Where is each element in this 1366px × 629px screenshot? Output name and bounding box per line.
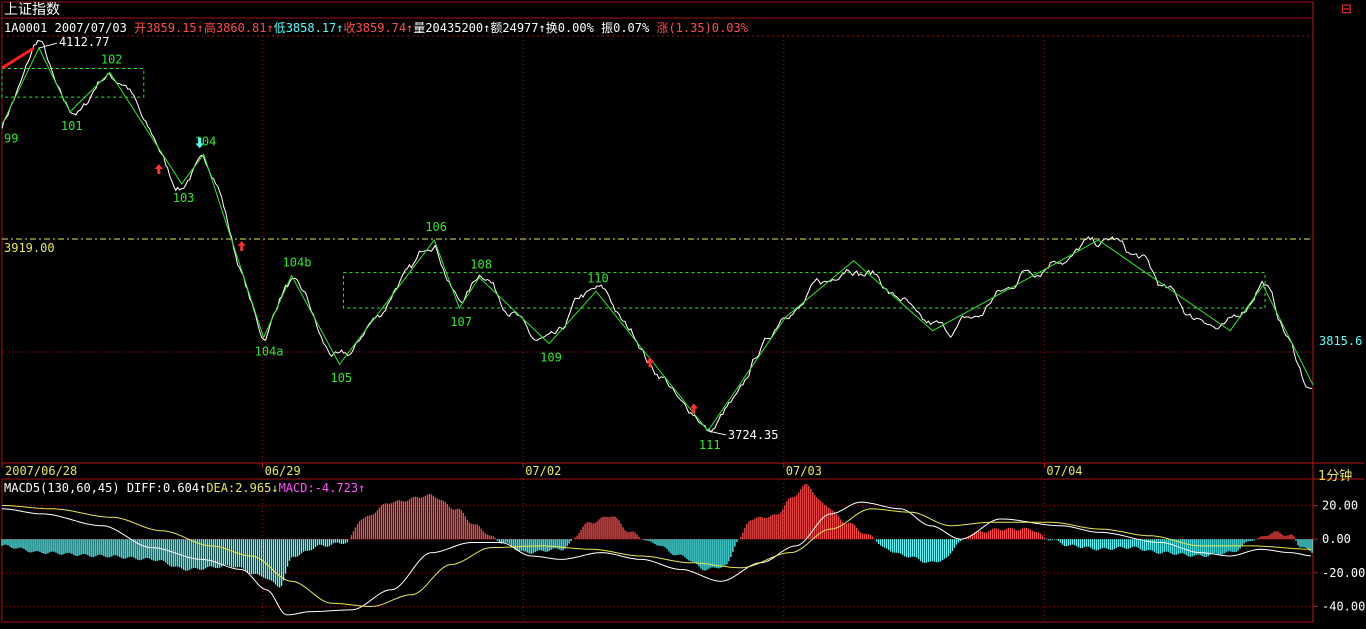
sell-arrow-icon — [195, 137, 204, 149]
index-title: 上证指数 — [4, 2, 60, 18]
buy-arrow-icon — [646, 357, 655, 368]
buy-arrow-icon — [154, 164, 163, 175]
buy-arrow-icon — [237, 240, 246, 251]
extreme-markers: 4112.77 3724.35 — [38, 35, 779, 442]
quote-info-bar: 1A0001 2007/07/03 开3859.15↑高3860.81↑低385… — [4, 21, 748, 35]
extreme-pointer — [38, 42, 58, 49]
wave-label-111: 111 — [699, 438, 721, 452]
up-arrow-icon: ↑ — [196, 21, 204, 35]
macd-panel-border — [1, 478, 1314, 623]
price-line — [1, 39, 1313, 433]
up-arrow-icon: ↑ — [406, 21, 414, 35]
trend-start-marker — [1, 46, 35, 70]
volume: 量20435200 — [413, 21, 484, 35]
wave-label-108: 108 — [470, 258, 492, 272]
price-panel-border — [1, 1, 1314, 464]
time-axis: 2007/06/28 06/29 07/02 07/03 07/04 — [1, 463, 1083, 478]
up-arrow-icon: ↑ — [358, 481, 366, 495]
macd-dea-value: DEA:2.965 — [206, 481, 272, 495]
macd-diff-line — [1, 501, 1312, 616]
up-arrow-icon: ↑ — [483, 21, 491, 35]
amplitude: 振0.07% — [601, 21, 650, 35]
up-arrow-icon: ↑ — [538, 21, 546, 35]
up-arrow-icon: ↑ — [266, 21, 274, 35]
macd-tick-label: -20.00 — [1322, 566, 1365, 580]
open-price: 开3859.15 — [134, 21, 197, 35]
time-tick-label: 2007/06/28 — [5, 464, 77, 478]
signal-arrows — [154, 137, 698, 414]
macd-histogram — [1, 484, 1313, 588]
time-tick-label: 07/03 — [786, 464, 822, 478]
high-marker-label: 4112.77 — [59, 35, 110, 49]
wave-label-99: 99 — [4, 132, 18, 146]
time-tick-label: 06/29 — [265, 464, 301, 478]
wave-label-101: 101 — [61, 119, 83, 133]
wave-labels: 99101102103104104a104b105106107108109110… — [4, 52, 721, 451]
down-arrow-icon: ↓ — [271, 481, 279, 495]
wave-label-105: 105 — [330, 371, 352, 385]
guide-line-label: 3919.00 — [4, 241, 55, 255]
index-code: 1A0001 — [4, 21, 48, 35]
wave-label-106: 106 — [425, 220, 447, 234]
wave-label-107: 107 — [450, 315, 472, 329]
turnover: 换0.00% — [545, 21, 594, 35]
zigzag-wave-line — [1, 46, 1314, 432]
macd-y-axis: 20.00 0.00 -20.00 -40.00 — [1313, 498, 1365, 614]
wave-label-110: 110 — [587, 271, 609, 285]
time-tick-label: 07/02 — [525, 464, 561, 478]
price-line-up — [1, 40, 1263, 433]
macd-value: MACD:-4.723 — [278, 481, 359, 495]
amount: 额24977 — [490, 21, 539, 35]
macd-info-bar: MACD5(130,60,45) DIFF:0.604↑DEA:2.965↓MA… — [4, 481, 365, 495]
price-change: 涨(1.35)0.03% — [656, 21, 748, 35]
macd-tick-label: 20.00 — [1322, 498, 1358, 512]
extreme-pointer — [707, 430, 727, 436]
wave-label-109: 109 — [540, 351, 562, 365]
consolidation-boxes — [1, 68, 1266, 309]
wave-label-104a: 104a — [255, 345, 284, 359]
time-tick-label: 07/04 — [1046, 464, 1082, 478]
last-price-label: 3815.6 — [1319, 334, 1362, 348]
wave-label-103: 103 — [173, 191, 195, 205]
period-selector[interactable]: 1分钟 — [1318, 469, 1353, 484]
macd-diff-value: DIFF:0.604 — [126, 481, 200, 495]
macd-dea-line — [2, 505, 1312, 608]
macd-tick-label: -40.00 — [1322, 600, 1365, 614]
buy-arrow-icon — [689, 403, 698, 414]
macd-title: MACD5(130,60,45) — [4, 481, 120, 495]
consolidation-box — [1, 68, 145, 98]
low-price: 低3858.17 — [273, 21, 337, 35]
quote-date: 2007/07/03 — [54, 21, 127, 35]
macd-tick-label: 0.00 — [1322, 532, 1351, 546]
wave-label-104b: 104b — [283, 256, 312, 270]
window-restore-icon[interactable]: ⊟ — [1341, 2, 1352, 17]
up-arrow-icon: ↑ — [336, 21, 344, 35]
low-marker-label: 3724.35 — [728, 428, 779, 442]
wave-label-102: 102 — [101, 52, 123, 66]
up-arrow-icon: ↑ — [199, 481, 207, 495]
macd-grid — [2, 504, 1313, 608]
close-price: 收3859.74 — [343, 21, 407, 35]
consolidation-box — [342, 272, 1266, 309]
high-price: 高3860.81 — [203, 21, 267, 35]
